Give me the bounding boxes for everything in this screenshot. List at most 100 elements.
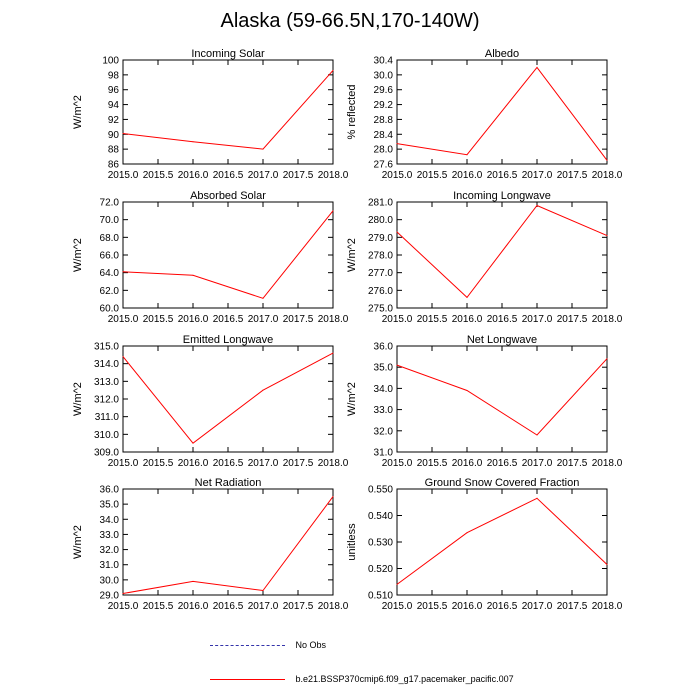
panel-8-data-point: [536, 497, 538, 499]
panel-4-title: Incoming Longwave: [453, 190, 551, 202]
panel-6-ytick-label: 35.0: [374, 363, 394, 374]
panel-8-ytick-label: 0.540: [368, 511, 393, 522]
panel-5-ytick-label: 312.0: [94, 395, 119, 406]
panel-3-ytick-label: 72.0: [100, 198, 120, 209]
panel-8-ytick-label: 0.510: [368, 591, 393, 602]
panel-4-data-point: [466, 296, 468, 298]
panel-8-xtick-label: 2015.5: [417, 601, 448, 612]
panel-5-xtick-label: 2015.0: [108, 458, 139, 469]
panel-5-data-point: [262, 389, 264, 391]
panel-6-ytick-label: 33.0: [374, 405, 394, 416]
panel-5-ylabel: W/m^2: [72, 382, 84, 416]
panel-7-plot-frame: [122, 488, 334, 596]
panel-4-data-point: [606, 235, 608, 237]
panel-8-xtick-label: 2018.0: [592, 601, 623, 612]
panel-1-xtick-label: 2015.5: [143, 170, 174, 181]
panel-7-ytick-label: 35.0: [100, 500, 120, 511]
panel-5-ytick-label: 310.0: [94, 430, 119, 441]
panel-5-xtick-label: 2018.0: [318, 458, 349, 469]
panel-2-xtick-label: 2017.5: [557, 170, 588, 181]
panel-2-data-point: [466, 154, 468, 156]
panel-4-ytick-label: 281.0: [368, 198, 393, 209]
panel-7-xtick-label: 2017.5: [283, 601, 314, 612]
panel-1-ytick-label: 94: [108, 100, 120, 111]
panel-8-ytick-label: 0.520: [368, 564, 393, 575]
panel-6-ytick-label: 34.0: [374, 384, 394, 395]
panel-2-ytick-label: 28.4: [374, 130, 394, 141]
panel-7-xtick-label: 2016.5: [213, 601, 244, 612]
panel-3-data-point: [192, 274, 194, 276]
panel-6-ytick-label: 32.0: [374, 426, 394, 437]
panel-2-xtick-label: 2017.0: [522, 170, 553, 181]
panel-3-xtick-label: 2017.0: [248, 314, 279, 325]
legend-obs-label: No Obs: [295, 640, 327, 650]
legend-model: b.e21.BSSP370cmip6.f09_g17.pacemaker_pac…: [210, 674, 514, 684]
panel-1-ytick-label: 92: [108, 115, 120, 126]
panel-6-xtick-label: 2018.0: [592, 458, 623, 469]
panel-6-xtick-label: 2015.5: [417, 458, 448, 469]
panel-5-xtick-label: 2016.0: [178, 458, 209, 469]
panel-7-xtick-label: 2016.0: [178, 601, 209, 612]
legend-obs-swatch: [210, 645, 285, 647]
panel-1-xtick-label: 2017.5: [283, 170, 314, 181]
panel-3-ytick-label: 62.0: [100, 286, 120, 297]
panel-3-xtick-label: 2018.0: [318, 314, 349, 325]
panel-8-xtick-label: 2017.5: [557, 601, 588, 612]
panel-3-series-line: [122, 210, 334, 299]
panel-8-series-line: [396, 497, 608, 585]
panel-7-xtick-label: 2017.0: [248, 601, 279, 612]
panel-6-ytick-label: 31.0: [374, 448, 394, 459]
panel-7-ytick-label: 31.0: [100, 560, 120, 571]
panel-1-ylabel: W/m^2: [72, 95, 84, 129]
panel-3-title: Absorbed Solar: [190, 190, 266, 202]
panel-5-title: Emitted Longwave: [183, 334, 274, 346]
panel-1-ytick-label: 96: [108, 85, 120, 96]
panel-8-data-point: [466, 532, 468, 534]
panel-7-ytick-label: 33.0: [100, 530, 120, 541]
panel-1-xtick-label: 2017.0: [248, 170, 279, 181]
panel-3-xtick-label: 2016.5: [213, 314, 244, 325]
panel-6-xtick-label: 2016.0: [452, 458, 483, 469]
panel-3-xtick-label: 2015.0: [108, 314, 139, 325]
panel-2-xtick-label: 2015.5: [417, 170, 448, 181]
panel-6-xtick-label: 2017.5: [557, 458, 588, 469]
panel-4-ylabel: W/m^2: [346, 238, 358, 272]
panel-4-ytick-label: 277.0: [368, 268, 393, 279]
panel-3-ytick-label: 70.0: [100, 215, 120, 226]
panel-8-xtick-label: 2015.0: [382, 601, 413, 612]
panel-6-data-point: [606, 358, 608, 360]
panel-4-xtick-label: 2016.5: [487, 314, 518, 325]
panel-6-data-point: [466, 390, 468, 392]
panel-2-ylabel: % reflected: [346, 84, 358, 139]
panel-5-series-line: [122, 352, 334, 444]
panel-2-ytick-label: 27.6: [374, 160, 394, 171]
panel-7-title: Net Radiation: [195, 477, 262, 489]
panel-4-data-point: [536, 205, 538, 207]
panel-7-ylabel: W/m^2: [72, 525, 84, 559]
panel-1-xtick-label: 2015.0: [108, 170, 139, 181]
panel-3-ytick-label: 60.0: [100, 304, 120, 315]
panel-2-xtick-label: 2015.0: [382, 170, 413, 181]
panel-1-data-point: [192, 141, 194, 143]
panel-6-ytick-label: 36.0: [374, 342, 394, 353]
panel-1-xtick-label: 2018.0: [318, 170, 349, 181]
panel-7-xtick-label: 2018.0: [318, 601, 349, 612]
panel-2-ytick-label: 28.8: [374, 115, 394, 126]
panel-6-title: Net Longwave: [467, 334, 537, 346]
panel-1-ytick-label: 90: [108, 130, 120, 141]
panel-2-ytick-label: 30.0: [374, 70, 394, 81]
panel-3-ytick-label: 68.0: [100, 233, 120, 244]
panel-5-data-point: [332, 352, 334, 354]
panel-2-data-point: [396, 143, 398, 145]
panel-6-xtick-label: 2015.0: [382, 458, 413, 469]
panel-1-plot-frame: [122, 59, 334, 165]
panel-4-xtick-label: 2016.0: [452, 314, 483, 325]
panel-4-series-line: [396, 204, 608, 299]
panel-5-plot-frame: [122, 345, 334, 453]
panel-3-ytick-label: 64.0: [100, 268, 120, 279]
panel-6-xtick-label: 2016.5: [487, 458, 518, 469]
panel-4-data-point: [396, 231, 398, 233]
panel-2-title: Albedo: [485, 48, 519, 60]
panel-6-ylabel: W/m^2: [346, 382, 358, 416]
